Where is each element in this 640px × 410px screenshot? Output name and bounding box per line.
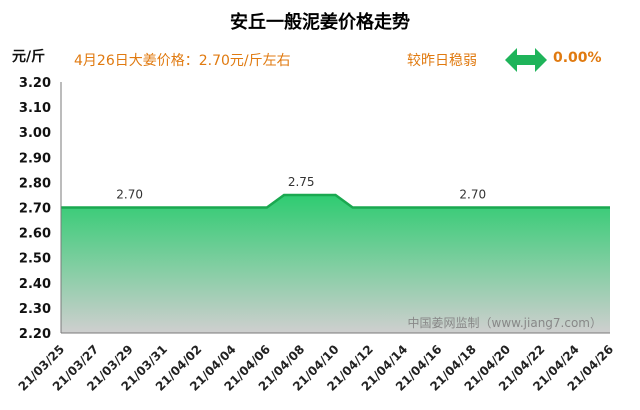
watermark: 中国姜网监制（www.jiang7.com） [408, 315, 602, 330]
chart-title: 安丘一般泥姜价格走势 [230, 12, 410, 33]
change-text: 较昨日稳弱 [407, 53, 477, 69]
y-tick-label: 2.70 [19, 202, 51, 217]
y-tick-label: 2.90 [19, 151, 51, 166]
data-label: 2.70 [116, 188, 143, 202]
data-label: 2.70 [459, 188, 486, 202]
y-tick-label: 2.60 [19, 227, 51, 242]
price-area [61, 194, 610, 333]
y-tick-label: 3.10 [19, 101, 51, 116]
price-line [61, 193, 610, 209]
price-note: 4月26日大姜价格：2.70元/斤左右 [74, 53, 291, 69]
y-axis-unit-label: 元/斤 [12, 49, 46, 65]
y-tick-label: 3.00 [19, 126, 51, 141]
y-tick-label: 2.20 [19, 327, 51, 342]
double-arrow-icon [505, 48, 547, 72]
y-tick-label: 2.80 [19, 176, 51, 191]
y-tick-label: 2.30 [19, 302, 51, 317]
y-tick-label: 2.50 [19, 252, 51, 267]
data-label: 2.75 [288, 175, 315, 189]
y-tick-label: 2.40 [19, 277, 51, 292]
y-tick-label: 3.20 [19, 76, 51, 91]
change-value: 0.00% [553, 50, 602, 66]
